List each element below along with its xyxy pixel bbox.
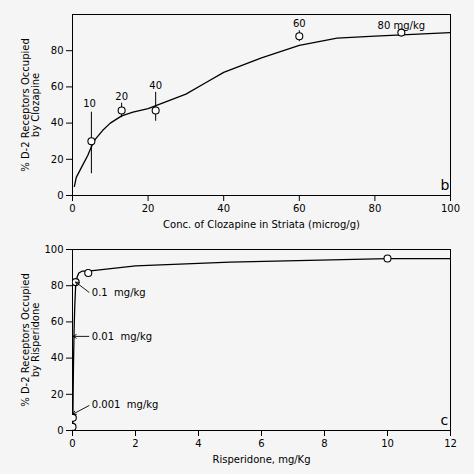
svg-text:60: 60 <box>51 81 64 92</box>
svg-text:0.1 mg/kg: 0.1 mg/kg <box>92 287 146 298</box>
svg-text:100: 100 <box>44 244 63 255</box>
svg-text:0: 0 <box>69 438 75 449</box>
svg-text:80: 80 <box>369 203 382 214</box>
svg-text:% D-2 Receptors Occupiedby Ris: % D-2 Receptors Occupiedby Risperidone <box>20 273 41 407</box>
svg-text:20: 20 <box>51 389 64 400</box>
svg-text:40: 40 <box>149 80 162 91</box>
svg-text:0: 0 <box>57 190 63 201</box>
svg-text:0: 0 <box>69 203 75 214</box>
svg-text:40: 40 <box>217 203 230 214</box>
svg-text:b: b <box>441 177 450 193</box>
svg-text:0.001 mg/kg: 0.001 mg/kg <box>92 399 159 410</box>
svg-text:60: 60 <box>51 316 64 327</box>
svg-text:80: 80 <box>51 45 64 56</box>
svg-text:40: 40 <box>51 352 64 363</box>
svg-text:12: 12 <box>444 438 457 449</box>
svg-text:0: 0 <box>57 425 63 436</box>
svg-text:40: 40 <box>51 117 64 128</box>
svg-text:80: 80 <box>51 280 64 291</box>
svg-text:100: 100 <box>441 203 460 214</box>
svg-text:Risperidone, mg/Kg: Risperidone, mg/Kg <box>212 454 310 465</box>
svg-text:20: 20 <box>115 91 128 102</box>
svg-text:% D-2 Receptors Occupiedby Clo: % D-2 Receptors Occupiedby Clozapine <box>20 38 41 172</box>
svg-text:0.01 mg/kg: 0.01 mg/kg <box>92 331 152 342</box>
svg-text:4: 4 <box>195 438 201 449</box>
svg-text:Conc. of Clozapine in Striata: Conc. of Clozapine in Striata (microg/g) <box>163 219 360 230</box>
svg-text:2: 2 <box>132 438 138 449</box>
svg-text:c: c <box>441 412 449 428</box>
svg-text:80 mg/kg: 80 mg/kg <box>378 20 426 31</box>
svg-text:20: 20 <box>142 203 155 214</box>
svg-text:20: 20 <box>51 154 64 165</box>
svg-text:8: 8 <box>321 438 327 449</box>
svg-text:10: 10 <box>381 438 394 449</box>
svg-text:60: 60 <box>293 18 306 29</box>
svg-text:6: 6 <box>258 438 264 449</box>
svg-text:60: 60 <box>293 203 306 214</box>
svg-text:10: 10 <box>83 98 96 109</box>
